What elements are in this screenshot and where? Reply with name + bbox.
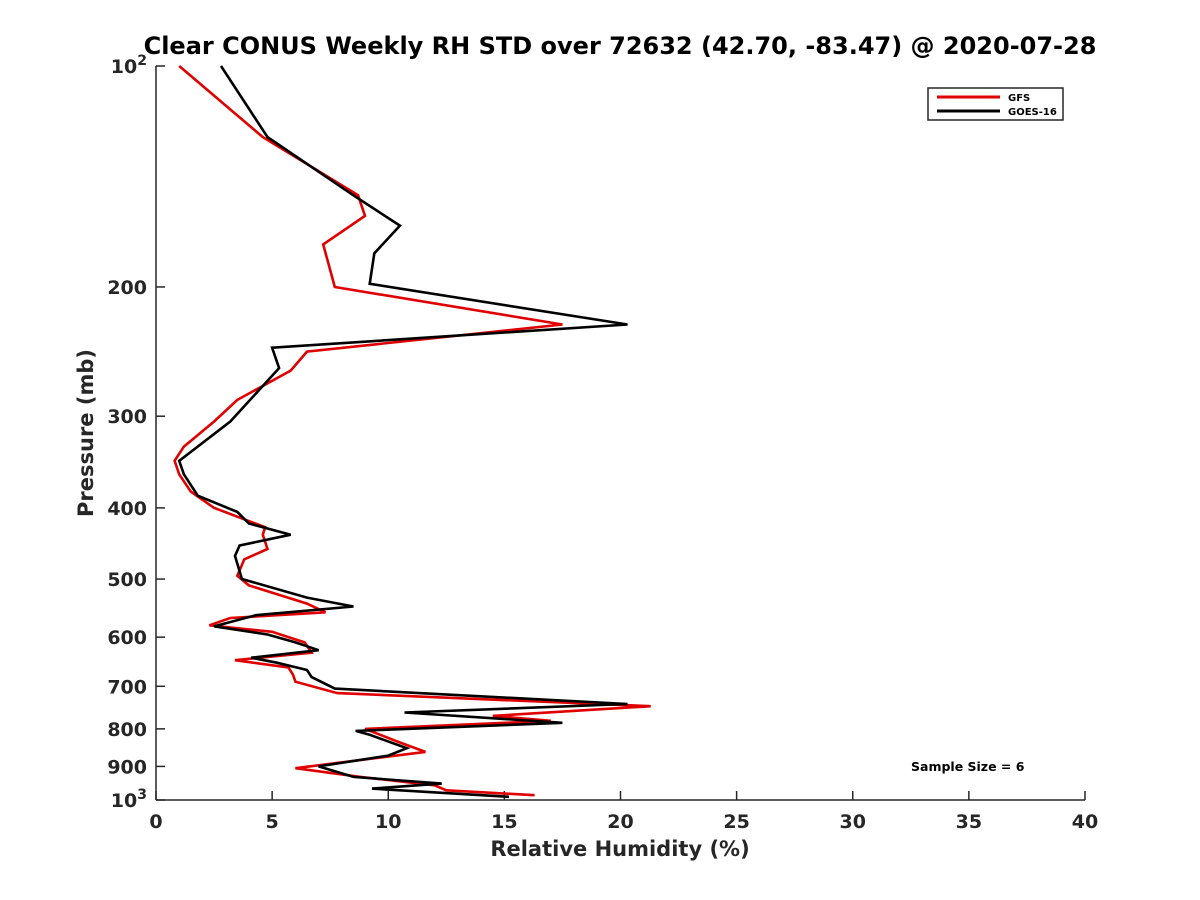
x-tick-label: 30: [840, 811, 866, 833]
series-line-gfs: [173, 65, 651, 797]
y-tick-label: 103: [111, 787, 147, 812]
legend-box: [927, 87, 1064, 121]
legend: GFS GOES-16: [927, 87, 1064, 121]
y-tick-label: 200: [107, 277, 147, 299]
x-tick-label: 35: [956, 811, 982, 833]
y-tick-exponent: 3: [137, 787, 147, 803]
series-line-goes16: [177, 65, 628, 799]
y-tick-base: 10: [111, 56, 137, 78]
y-tick-label: 600: [107, 627, 147, 649]
sample-size-annotation: Sample Size = 6: [911, 759, 1025, 774]
y-tick-label: 500: [107, 569, 147, 591]
chart-title: Clear CONUS Weekly RH STD over 72632 (42…: [144, 32, 1097, 60]
x-tick-label: 15: [491, 811, 517, 833]
y-axis-label: Pressure (mb): [74, 349, 98, 517]
y-tick-exponent: 2: [137, 53, 147, 69]
x-tick-label: 20: [607, 811, 633, 833]
y-tick-label: 900: [107, 756, 147, 778]
series-lines: [173, 65, 651, 799]
x-ticks: 0 5 10 15 20 25 30 35 40: [149, 791, 1098, 833]
x-tick-label: 25: [723, 811, 749, 833]
y-tick-label: 300: [107, 406, 147, 428]
x-tick-label: 0: [149, 811, 162, 833]
y-tick-label: 800: [107, 719, 147, 741]
x-tick-label: 40: [1072, 811, 1098, 833]
legend-label-goes16: GOES-16: [1008, 107, 1057, 118]
y-tick-label: 400: [107, 498, 147, 520]
x-tick-label: 5: [266, 811, 279, 833]
y-tick-base: 10: [111, 790, 137, 812]
plot-area: 0 5 10 15 20 25 30 35 40 10220030040050060070080…: [107, 53, 1098, 833]
legend-label-gfs: GFS: [1008, 93, 1030, 104]
x-axis-label: Relative Humidity (%): [490, 837, 749, 861]
x-tick-label: 10: [375, 811, 401, 833]
y-tick-label: 700: [107, 676, 147, 698]
y-tick-label: 102: [111, 53, 147, 78]
